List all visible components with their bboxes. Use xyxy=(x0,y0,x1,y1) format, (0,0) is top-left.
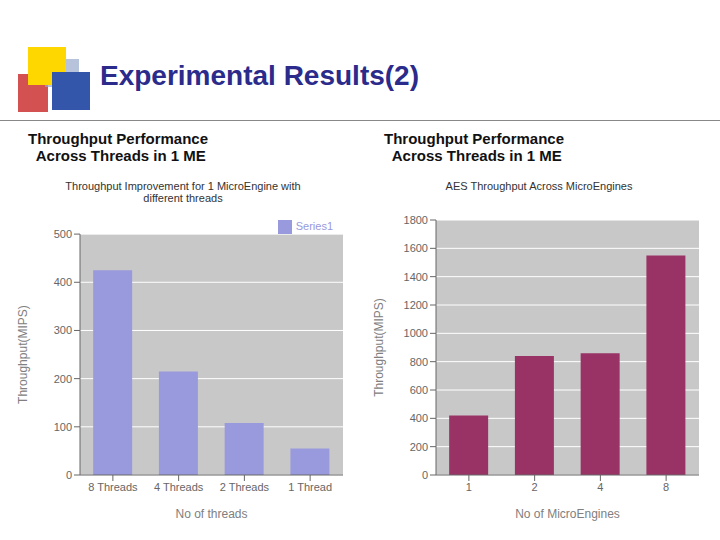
svg-text:No of threads: No of threads xyxy=(175,507,247,521)
svg-text:1200: 1200 xyxy=(404,299,428,311)
svg-text:400: 400 xyxy=(410,412,428,424)
svg-text:1400: 1400 xyxy=(404,271,428,283)
html-text:Throughput Improvement for 1 M: Throughput Improvement for 1 MicroEngine… xyxy=(65,180,301,204)
svg-text:4 Threads: 4 Threads xyxy=(154,481,204,493)
html-text:Throughput Performance Across: Throughput Performance Across Threads in… xyxy=(28,130,208,164)
svg-text:Throughput(MIPS): Throughput(MIPS) xyxy=(16,305,30,404)
svg-text:No of MicroEngines: No of MicroEngines xyxy=(515,507,620,521)
html-text:Experimental Results(2): Experimental Results(2) xyxy=(100,60,419,91)
svg-text:1600: 1600 xyxy=(404,242,428,254)
svg-text:2: 2 xyxy=(532,481,538,493)
svg-text:400: 400 xyxy=(54,276,72,288)
svg-text:8 Threads: 8 Threads xyxy=(88,481,138,493)
svg-text:0: 0 xyxy=(422,469,428,481)
svg-text:0: 0 xyxy=(66,469,72,481)
svg-text:1000: 1000 xyxy=(404,327,428,339)
svg-text:300: 300 xyxy=(54,324,72,336)
svg-text:200: 200 xyxy=(54,373,72,385)
svg-text:2 Threads: 2 Threads xyxy=(220,481,270,493)
svg-text:Throughput(MIPS): Throughput(MIPS) xyxy=(372,298,386,397)
svg-text:1800: 1800 xyxy=(404,214,428,226)
html-text:Throughput Performance Across: Throughput Performance Across Threads in… xyxy=(384,130,564,164)
html-text:Series1: Series1 xyxy=(295,220,333,232)
svg-text:500: 500 xyxy=(54,228,72,240)
svg-text:1: 1 xyxy=(466,481,472,493)
svg-text:4: 4 xyxy=(597,481,603,493)
html-text:AES Throughput Across MicroEng: AES Throughput Across MicroEngines xyxy=(445,180,633,192)
svg-text:200: 200 xyxy=(410,441,428,453)
svg-text:1 Thread: 1 Thread xyxy=(288,481,332,493)
svg-text:8: 8 xyxy=(663,481,669,493)
svg-text:600: 600 xyxy=(410,384,428,396)
svg-text:100: 100 xyxy=(54,421,72,433)
svg-text:800: 800 xyxy=(410,356,428,368)
